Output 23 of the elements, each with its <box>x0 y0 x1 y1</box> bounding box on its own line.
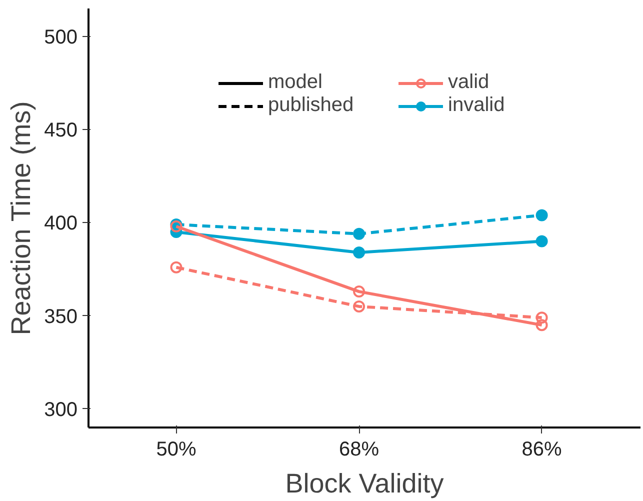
x-tick-label: 68% <box>339 438 380 460</box>
y-tick-label: 400 <box>44 212 78 235</box>
y-tick-label: 350 <box>44 306 78 328</box>
y-tick-label: 300 <box>44 398 78 421</box>
point <box>536 312 548 324</box>
point <box>353 246 366 258</box>
y-tick-label: 450 <box>44 120 78 142</box>
legend-label: invalid <box>448 94 505 117</box>
point <box>353 300 366 312</box>
point <box>536 209 548 222</box>
y-tick-label: 500 <box>44 26 78 48</box>
point <box>170 261 182 274</box>
x-tick-label: 50% <box>156 438 196 460</box>
x-tick-label: 86% <box>522 438 562 460</box>
legend-label: valid <box>448 71 490 94</box>
x-axis-title: Block Validity <box>285 468 444 498</box>
point <box>536 319 548 332</box>
point <box>536 235 548 248</box>
annotation: published <box>268 94 354 117</box>
annotation: model <box>268 71 322 94</box>
y-axis-title: Reaction Time (ms) <box>6 101 36 336</box>
point <box>353 286 366 298</box>
point <box>353 228 366 240</box>
